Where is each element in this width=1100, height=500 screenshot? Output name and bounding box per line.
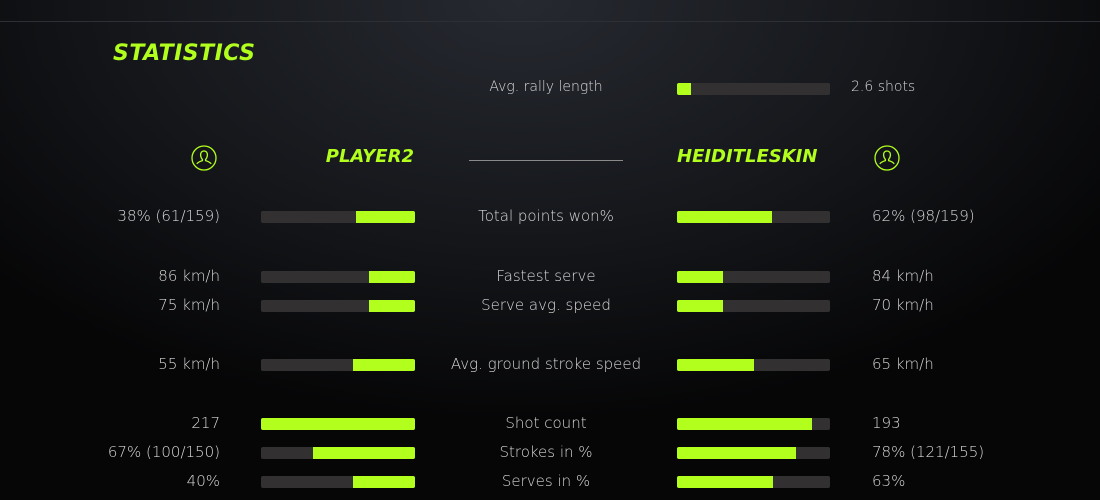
right-bar-fill [677,418,812,430]
right-bar [677,271,830,283]
rally-bar [677,83,830,95]
right-bar [677,447,830,459]
stat-label: Shot count [505,414,587,432]
left-value: 75 km/h [158,296,220,314]
right-value: 62% (98/159) [872,207,975,225]
left-bar-fill [368,271,415,283]
user-circle-icon [191,145,217,171]
left-bar [261,211,415,223]
page-title: STATISTICS [113,41,256,66]
top-divider [0,21,1100,22]
stat-row: 55 km/h Avg. ground stroke speed 65 km/h [0,355,1100,375]
right-bar-fill [677,447,797,459]
left-bar-fill [261,418,415,430]
right-bar [677,476,830,488]
left-bar-fill [368,300,415,312]
right-value: 193 [872,414,901,432]
left-bar [261,359,415,371]
left-value: 217 [191,414,220,432]
left-value: 40% [186,472,220,490]
right-bar-fill [677,476,774,488]
right-value: 65 km/h [872,355,934,373]
stat-label: Serves in % [501,472,591,490]
stat-row: 86 km/h Fastest serve 84 km/h [0,267,1100,287]
left-bar [261,476,415,488]
left-value: 55 km/h [158,355,220,373]
rally-row: Avg. rally length 2.6 shots [0,79,1100,99]
player-right-name: HEIDITLESKIN [677,146,818,167]
right-value: 63% [872,472,906,490]
left-bar-fill [356,211,415,223]
left-value: 67% (100/150) [107,443,220,461]
right-bar [677,359,830,371]
stat-label: Fastest serve [496,267,596,285]
right-value: 78% (121/155) [872,443,985,461]
stat-row: 67% (100/150) Strokes in % 78% (121/155) [0,443,1100,463]
right-bar [677,211,830,223]
right-bar [677,418,830,430]
right-bar [677,300,830,312]
right-value: 70 km/h [872,296,934,314]
right-bar-fill [677,211,772,223]
left-bar-fill [353,359,415,371]
left-value: 86 km/h [158,267,220,285]
stat-label: Strokes in % [499,443,593,461]
stat-label: Total points won% [478,207,614,225]
rally-label: Avg. rally length [489,79,603,95]
left-bar [261,447,415,459]
rally-value: 2.6 shots [851,79,916,95]
left-bar [261,271,415,283]
stat-row: 75 km/h Serve avg. speed 70 km/h [0,296,1100,316]
stat-row: 40% Serves in % 63% [0,472,1100,492]
left-bar [261,300,415,312]
stat-label: Serve avg. speed [481,296,611,314]
stat-row: 217 Shot count 193 [0,414,1100,434]
right-bar-fill [677,300,723,312]
left-bar-fill [353,476,415,488]
player-left-name: PLAYER2 [325,146,414,167]
right-value: 84 km/h [872,267,934,285]
stat-label: Avg. ground stroke speed [450,355,642,373]
left-value: 38% (61/159) [117,207,220,225]
stat-row: 38% (61/159) Total points won% 62% (98/1… [0,207,1100,227]
right-bar-fill [677,271,723,283]
right-bar-fill [677,359,754,371]
left-bar [261,418,415,430]
header-divider [469,160,623,161]
user-circle-icon [874,145,900,171]
left-bar-fill [313,447,415,459]
